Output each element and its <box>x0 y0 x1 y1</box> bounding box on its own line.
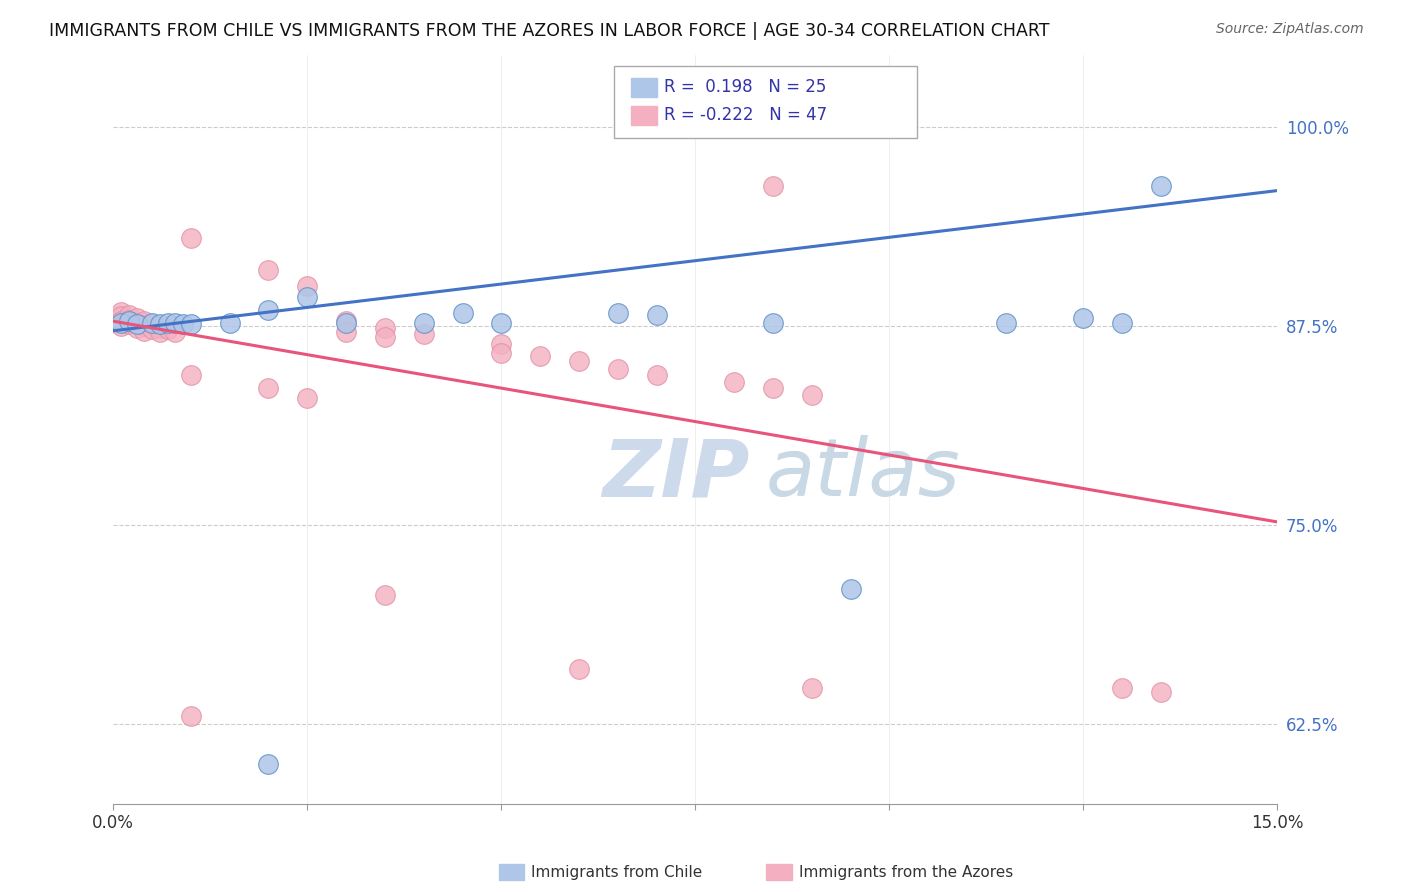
Point <box>118 312 141 326</box>
Point <box>800 681 823 695</box>
FancyBboxPatch shape <box>614 66 917 137</box>
Text: Immigrants from Chile: Immigrants from Chile <box>531 865 703 880</box>
Point <box>762 381 785 395</box>
Text: ZIP: ZIP <box>602 435 749 514</box>
Point <box>257 757 280 772</box>
Point <box>374 588 396 602</box>
Point <box>141 322 163 336</box>
Point <box>257 303 280 318</box>
Point <box>134 324 156 338</box>
Point <box>1073 311 1095 326</box>
Point <box>110 304 132 318</box>
Point <box>491 316 513 330</box>
Point <box>1150 685 1173 699</box>
Text: IMMIGRANTS FROM CHILE VS IMMIGRANTS FROM THE AZORES IN LABOR FORCE | AGE 30-34 C: IMMIGRANTS FROM CHILE VS IMMIGRANTS FROM… <box>49 22 1050 40</box>
Point <box>568 662 591 676</box>
Point <box>1150 178 1173 193</box>
Point <box>297 279 319 293</box>
Point <box>125 318 148 332</box>
Point <box>529 349 551 363</box>
Point <box>412 316 434 330</box>
Point <box>762 178 785 193</box>
Point <box>125 316 148 330</box>
Point <box>125 320 148 334</box>
Point <box>374 330 396 344</box>
Point <box>118 318 141 332</box>
Text: R = -0.222   N = 47: R = -0.222 N = 47 <box>664 106 827 124</box>
Point <box>606 306 628 320</box>
Text: atlas: atlas <box>765 435 960 514</box>
Point <box>297 290 319 304</box>
Point <box>451 306 474 320</box>
Text: Immigrants from the Azores: Immigrants from the Azores <box>799 865 1012 880</box>
Point <box>125 311 148 326</box>
Text: R =  0.198   N = 25: R = 0.198 N = 25 <box>664 78 827 96</box>
Point <box>118 314 141 328</box>
Point <box>257 381 280 395</box>
Bar <box>631 78 657 97</box>
Point <box>110 314 132 328</box>
Point <box>645 368 668 383</box>
Point <box>180 231 202 245</box>
Point <box>723 375 745 389</box>
Point <box>335 316 357 330</box>
Point <box>118 308 141 322</box>
Point <box>165 316 187 330</box>
Point <box>141 318 163 332</box>
Point <box>156 316 179 330</box>
Point <box>491 336 513 351</box>
Point <box>134 318 156 333</box>
Text: Source: ZipAtlas.com: Source: ZipAtlas.com <box>1216 22 1364 37</box>
Point <box>180 709 202 723</box>
Point <box>297 391 319 405</box>
Point <box>110 316 132 330</box>
Bar <box>631 106 657 125</box>
Point <box>180 368 202 383</box>
Point <box>180 318 202 332</box>
Point <box>762 316 785 330</box>
Point <box>800 387 823 401</box>
Point <box>172 318 194 332</box>
Point <box>149 320 172 334</box>
Point <box>156 322 179 336</box>
Point <box>839 582 862 596</box>
Point <box>257 263 280 277</box>
Point <box>994 316 1017 330</box>
Point <box>606 362 628 376</box>
Point <box>149 326 172 340</box>
Point <box>110 318 132 333</box>
Point <box>218 316 240 330</box>
Point <box>335 326 357 340</box>
Point <box>134 314 156 328</box>
Point <box>374 320 396 334</box>
Point <box>165 326 187 340</box>
Point <box>149 318 172 332</box>
Point <box>1111 681 1133 695</box>
Point <box>645 308 668 322</box>
Point <box>412 326 434 341</box>
Point <box>1111 316 1133 330</box>
Point <box>568 354 591 368</box>
Point <box>110 310 132 324</box>
Point <box>335 314 357 328</box>
Point <box>491 346 513 360</box>
Point <box>141 316 163 330</box>
